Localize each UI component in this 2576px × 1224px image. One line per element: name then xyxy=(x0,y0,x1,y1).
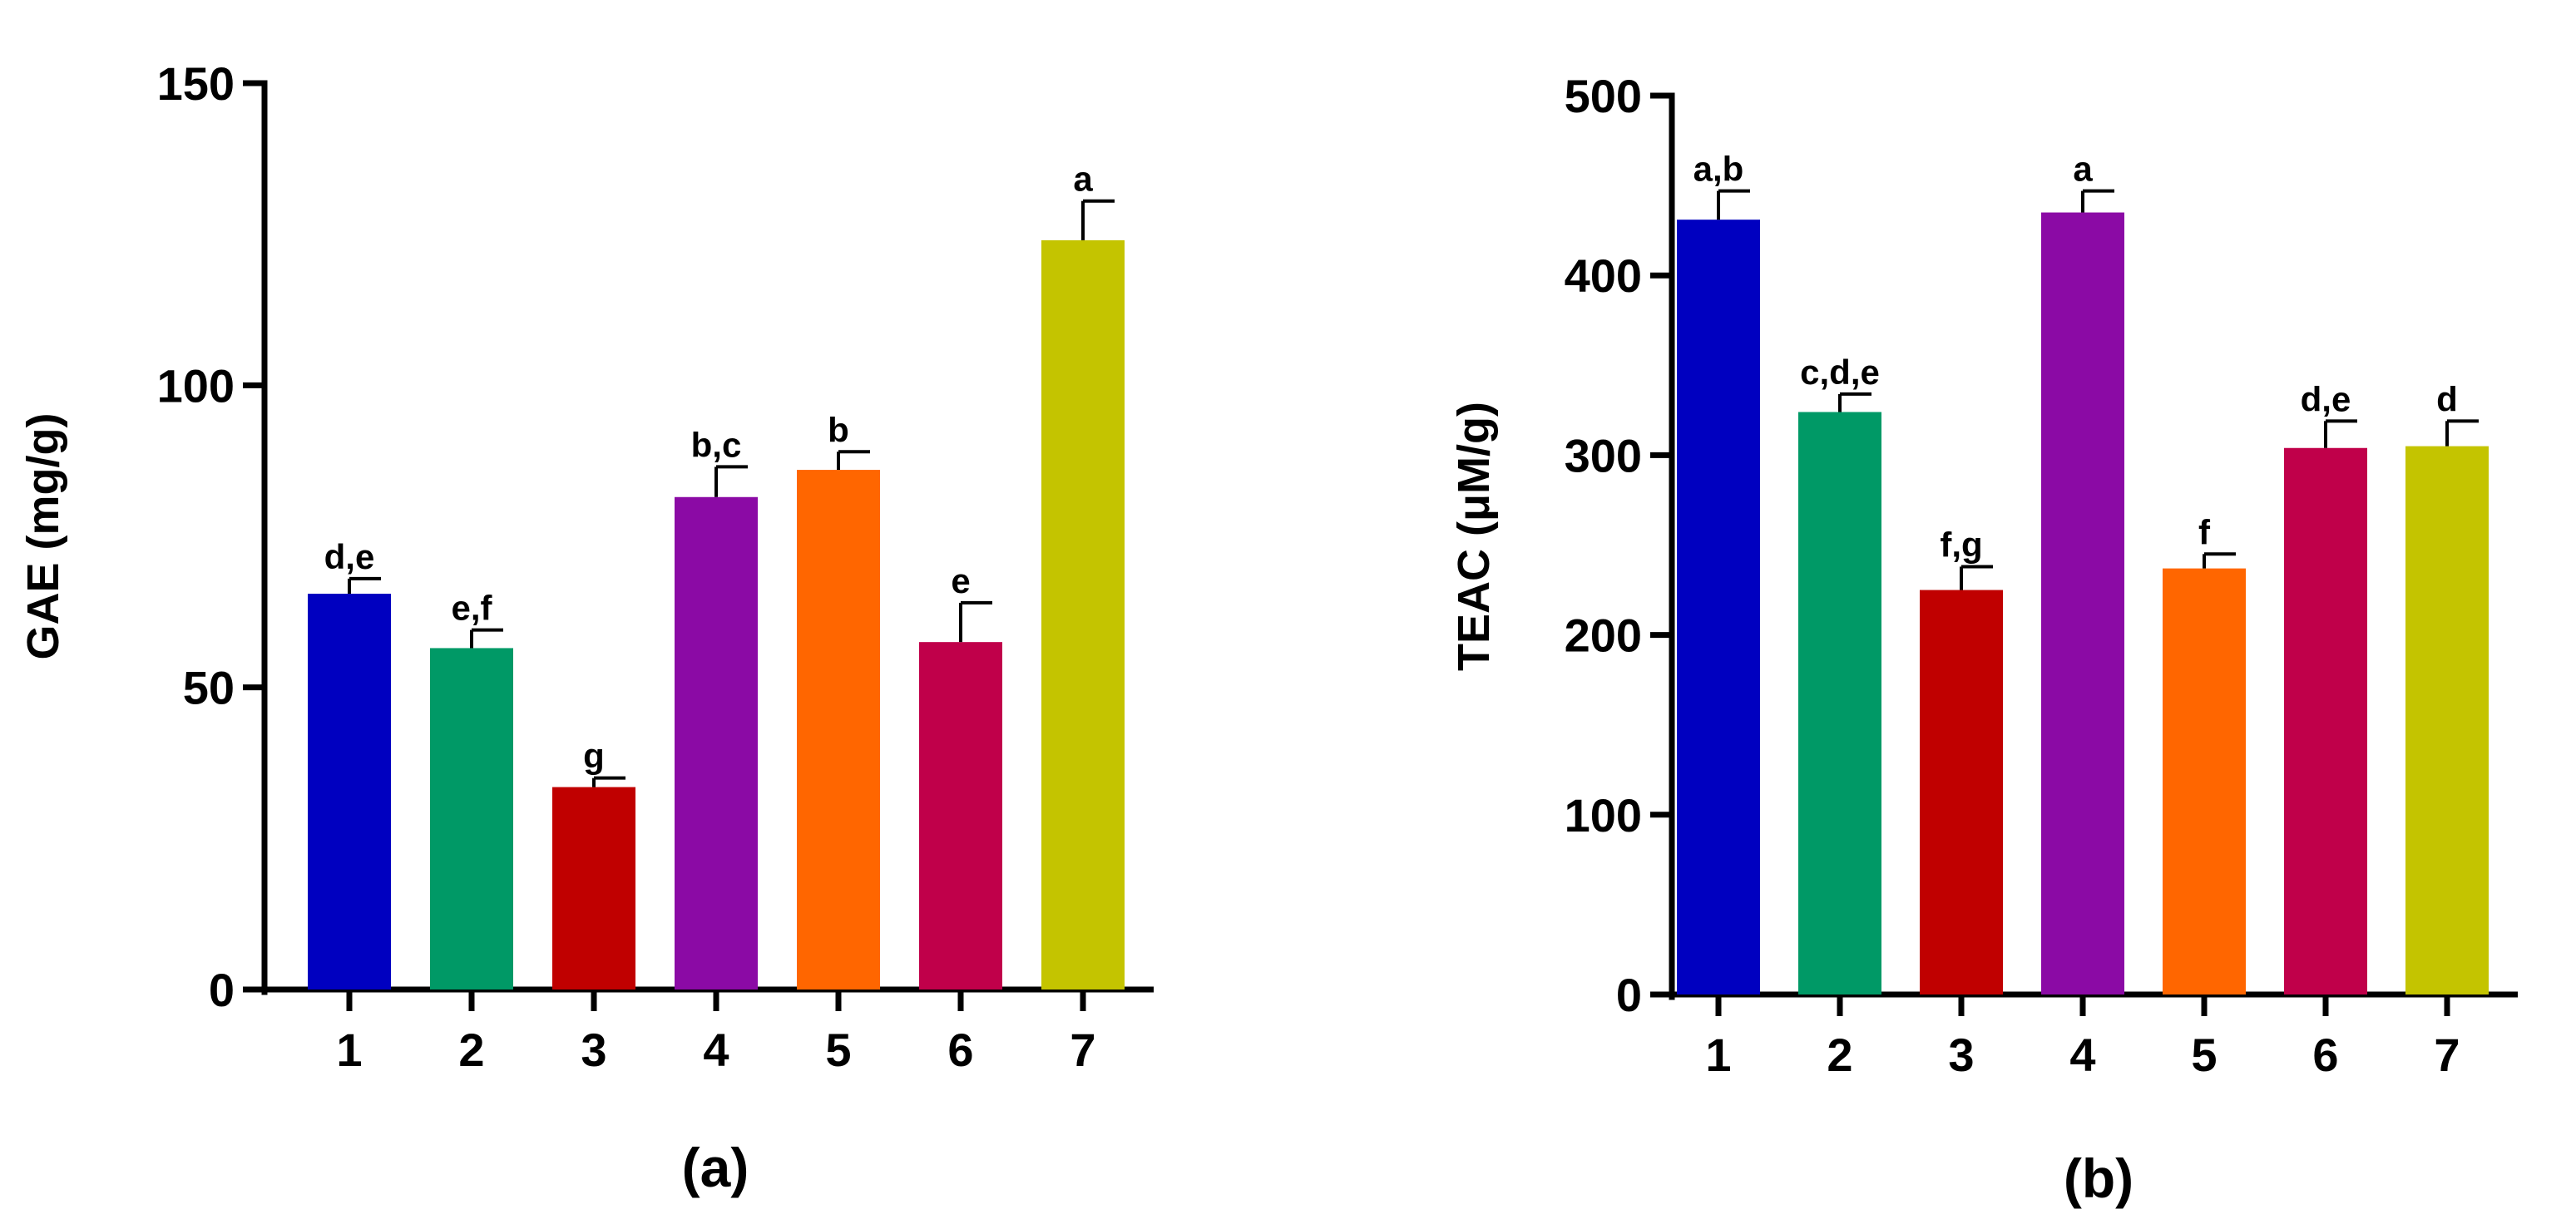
chart-a-significance-label: b,c xyxy=(691,425,742,464)
chart-b-significance-label: c,d,e xyxy=(1800,353,1880,392)
chart-a-significance-label: b xyxy=(828,410,849,449)
chart-a-bar xyxy=(552,787,635,990)
chart-b-x-tick-label: 2 xyxy=(1827,1029,1852,1081)
chart-b-y-tick-label: 100 xyxy=(1565,789,1642,842)
chart-a-x-tick-label: 2 xyxy=(458,1024,484,1076)
chart-b-x-tick-label: 7 xyxy=(2434,1029,2460,1081)
chart-b-y-tick-label: 300 xyxy=(1565,429,1642,481)
chart-a-significance-label: d,e xyxy=(324,537,375,576)
chart-a: GAE (mg/g) (a) 0 50 100 150 d,e 1 e,f 2 g 3 b,c 4 b 5… xyxy=(18,57,1154,1198)
chart-b-x-tick-label: 6 xyxy=(2312,1029,2338,1081)
chart-b-x-tick-label: 4 xyxy=(2069,1029,2095,1081)
chart-b-significance-label: f xyxy=(2198,512,2211,551)
chart-a-y-axis-title: GAE (mg/g) xyxy=(18,413,68,660)
chart-b: TEAC (μM/g) (b) 0 100 200 300 400 500 a,b 1 c,d,… xyxy=(1449,70,2518,1209)
chart-a-bar xyxy=(430,648,513,990)
chart-a-x-tick-label: 5 xyxy=(825,1024,851,1076)
chart-b-bar xyxy=(2041,212,2124,994)
chart-b-x-tick-label: 3 xyxy=(1948,1029,1974,1081)
chart-a-bar xyxy=(308,594,391,990)
chart-b-bar xyxy=(1677,220,1760,995)
chart-a-panel-label: (a) xyxy=(682,1137,749,1198)
chart-b-y-axis-title: TEAC (μM/g) xyxy=(1449,402,1499,671)
chart-a-x-tick-label: 1 xyxy=(336,1024,362,1076)
chart-a-y-tick-label: 100 xyxy=(157,359,235,412)
chart-a-x-tick-label: 3 xyxy=(581,1024,606,1076)
chart-a-significance-label: g xyxy=(583,737,605,776)
chart-a-x-tick-label: 4 xyxy=(703,1024,729,1076)
chart-a-significance-label: e xyxy=(951,561,970,600)
chart-a-bar xyxy=(675,496,758,990)
chart-b-significance-label: f,g xyxy=(1940,525,1982,564)
chart-a-y-tick-label: 150 xyxy=(157,57,235,110)
chart-a-significance-label: e,f xyxy=(451,589,492,628)
chart-b-bar xyxy=(2163,568,2246,994)
chart-b-y-tick-label: 400 xyxy=(1565,249,1642,302)
chart-a-y-tick-label: 0 xyxy=(209,964,235,1016)
chart-b-significance-label: d,e xyxy=(2301,379,2351,418)
chart-a-significance-label: a xyxy=(1073,160,1093,199)
chart-b-bar xyxy=(1798,412,1881,995)
chart-b-x-tick-label: 1 xyxy=(1705,1029,1731,1081)
chart-b-y-tick-label: 500 xyxy=(1565,70,1642,122)
chart-a-x-tick-label: 7 xyxy=(1070,1024,1095,1076)
chart-b-panel-label: (b) xyxy=(2064,1148,2133,1209)
chart-a-x-tick-label: 6 xyxy=(947,1024,973,1076)
chart-a-bar xyxy=(797,470,880,990)
chart-b-y-tick-label: 0 xyxy=(1616,969,1642,1021)
chart-b-bar xyxy=(2284,447,2367,994)
chart-b-x-tick-label: 5 xyxy=(2191,1029,2217,1081)
chart-b-bar xyxy=(2405,446,2489,994)
chart-a-bar xyxy=(1041,239,1125,990)
chart-b-significance-label: a,b xyxy=(1693,150,1744,189)
chart-a-y-tick-label: 50 xyxy=(183,662,235,714)
chart-a-bar xyxy=(919,642,1002,990)
chart-b-y-tick-label: 200 xyxy=(1565,610,1642,662)
chart-b-significance-label: d xyxy=(2436,379,2458,418)
chart-b-bar xyxy=(1920,590,2003,994)
chart-b-significance-label: a xyxy=(2073,150,2093,189)
